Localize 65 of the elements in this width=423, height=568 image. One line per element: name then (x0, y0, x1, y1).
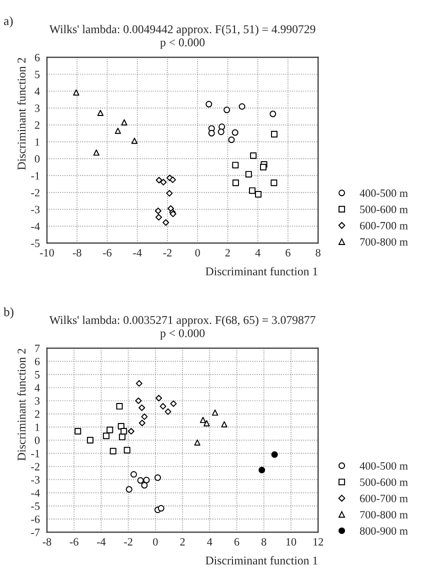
y-tick-label: 3 (34, 104, 40, 112)
y-tick-label: -3 (31, 206, 40, 214)
legend-label: 500-600 m (360, 206, 408, 214)
x-axis-title: Discriminant function 1 (206, 266, 318, 276)
y-tick-label: 4 (34, 384, 40, 392)
x-tick-label: 4 (255, 249, 260, 256)
legend-label: 700-800 m (360, 238, 408, 246)
x-tick-label: -10 (40, 248, 54, 256)
y-tick-label: -2 (31, 188, 40, 196)
y-tick-label: 5 (35, 371, 40, 378)
x-tick-label: -6 (70, 538, 78, 546)
x-tick-label: -8 (72, 248, 82, 256)
chart-title: Wilks' lambda: 0.0035271 approx. F(68, 65) = 3.079877 p < 0.000 (49, 316, 316, 340)
x-tick-label: 2 (180, 538, 185, 546)
y-tick-label: -4 (31, 222, 40, 230)
y-tick-label: 3 (34, 397, 40, 405)
y-tick-label: 1 (35, 424, 40, 431)
x-tick-label: 6 (286, 249, 290, 256)
y-tick-label: 1 (35, 138, 40, 146)
y-tick-label: 0 (34, 155, 40, 163)
x-tick-label: 6 (234, 538, 240, 546)
y-tick-label: -5 (31, 240, 40, 248)
x-tick-label: 8 (316, 248, 320, 256)
y-tick-label: 2 (34, 410, 40, 418)
y-tick-label: 7 (35, 344, 40, 352)
x-tick-label: -8 (42, 538, 52, 546)
y-tick-label: -1 (31, 172, 40, 180)
y-tick-label: 5 (35, 70, 40, 78)
x-tick-label: -4 (133, 249, 142, 256)
legend-label: 700-800 m (360, 510, 408, 518)
x-tick-label: 2 (225, 249, 230, 256)
y-tick-label: 4 (34, 88, 40, 95)
x-tick-label: -2 (163, 249, 172, 256)
y-tick-label: 6 (34, 358, 40, 366)
x-tick-label: -4 (96, 538, 106, 546)
legend-label: 400-500 m (360, 189, 408, 197)
y-tick-label: 6 (34, 54, 40, 62)
y-tick-label: -4 (31, 489, 40, 497)
y-tick-label: -2 (31, 462, 40, 470)
x-tick-label: 12 (314, 538, 324, 546)
y-tick-label: 2 (34, 121, 40, 129)
legend-label: 600-700 m (360, 494, 408, 502)
x-tick-label: -6 (102, 249, 112, 256)
text: a) (4, 16, 13, 28)
y-tick-label: -1 (31, 450, 40, 458)
legend-label: 500-600 m (360, 478, 408, 486)
chart-title: Wilks' lambda: 0.0049442 approx. F(51, 51) = 4.990729 p < 0.000 (49, 24, 316, 49)
x-tick-label: 0 (195, 248, 200, 256)
y-axis-title: Discriminant function 2 (17, 58, 26, 170)
y-tick-label: 0 (34, 436, 40, 444)
text: b) (4, 307, 14, 319)
y-axis-title: Discriminant function 2 (17, 348, 26, 461)
x-tick-label: 0 (153, 538, 158, 546)
y-tick-label: -3 (31, 476, 40, 484)
x-tick-label: 4 (207, 538, 212, 546)
legend-label: 600-700 m (360, 222, 408, 230)
x-tick-label: 8 (262, 538, 266, 546)
x-tick-label: 10 (286, 538, 296, 546)
x-axis-title: Discriminant function 1 (206, 556, 318, 564)
y-tick-label: -5 (31, 502, 40, 510)
legend-label: 400-500 m (360, 462, 408, 470)
x-tick-label: -2 (124, 538, 132, 546)
legend-label: 800-900 m (360, 527, 408, 535)
y-tick-label: -7 (31, 528, 40, 536)
y-tick-label: -6 (31, 516, 40, 524)
